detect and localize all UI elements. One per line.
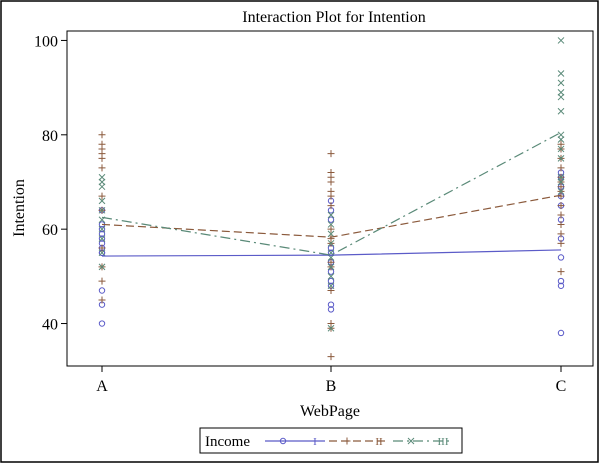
data-point-III: [557, 173, 565, 181]
data-point-III: [98, 197, 106, 205]
data-point-II: [98, 154, 106, 162]
y-tick-label: 80: [42, 128, 58, 145]
data-point-II: [98, 296, 106, 304]
data-point-I: [557, 329, 565, 337]
data-point-III: [327, 230, 335, 238]
x-tick-label: A: [96, 378, 108, 395]
mean-line-II: [101, 194, 562, 238]
data-point-III: [98, 235, 106, 242]
legend-title: Income: [205, 434, 250, 450]
mean-line-I: [101, 249, 562, 257]
data-point-II: [557, 211, 565, 219]
data-point-II: [327, 287, 335, 295]
plot-area: [66, 30, 594, 367]
legend-marker-III: [407, 437, 415, 445]
data-point-II: [557, 220, 565, 228]
legend: Income I II III: [199, 427, 463, 454]
data-point-III: [557, 145, 565, 153]
data-point-II: [557, 230, 565, 238]
data-point-II: [98, 244, 106, 252]
data-point-I: [557, 282, 565, 289]
data-point-III: [557, 155, 565, 162]
data-point-II: [327, 192, 335, 200]
data-point-III: [98, 178, 106, 186]
data-point-III: [98, 173, 106, 181]
data-point-III: [327, 221, 335, 228]
x-tick-label: C: [556, 378, 567, 395]
data-point-III: [557, 37, 565, 44]
mean-line-III: [101, 131, 562, 256]
data-point-III: [557, 88, 565, 96]
data-point-III: [557, 70, 565, 77]
data-point-III: [327, 211, 335, 219]
legend-label-II: II: [375, 436, 383, 448]
data-point-I: [98, 235, 106, 242]
data-point-III: [327, 324, 335, 332]
data-point-I: [98, 287, 106, 294]
data-point-III: [557, 178, 565, 186]
data-point-II: [327, 225, 335, 233]
data-point-III: [557, 79, 565, 87]
data-point-I: [98, 230, 106, 238]
data-point-II: [557, 239, 565, 247]
legend-marker-II: [343, 437, 351, 445]
y-tick-label: 100: [34, 33, 58, 50]
chart-title: Interaction Plot for Intention: [242, 9, 426, 26]
data-point-III: [557, 131, 565, 139]
data-point-II: [557, 164, 565, 172]
x-axis-label: WebPage: [300, 403, 360, 420]
data-point-II: [327, 202, 335, 210]
data-point-I: [557, 254, 565, 261]
mean-lines: [101, 131, 562, 257]
data-point-I: [327, 301, 335, 308]
data-point-II: [98, 192, 106, 200]
data-point-I: [98, 320, 106, 327]
data-point-III: [327, 263, 335, 271]
data-point-II: [98, 164, 106, 172]
data-point-III: [98, 249, 106, 257]
y-axis-label: Intention: [11, 179, 28, 237]
data-points: [98, 37, 565, 361]
data-point-III: [327, 282, 335, 290]
y-tick-label: 60: [42, 222, 58, 239]
data-point-II: [327, 178, 335, 186]
data-point-I: [327, 306, 335, 313]
data-point-II: [327, 353, 335, 361]
data-point-III: [557, 93, 565, 101]
x-tick-label: B: [326, 378, 337, 395]
legend-label-III: III: [438, 436, 449, 448]
data-point-II: [98, 277, 106, 285]
data-point-I: [327, 277, 335, 285]
data-point-III: [557, 188, 565, 195]
legend-label-I: I: [313, 436, 317, 448]
data-point-III: [98, 183, 106, 191]
data-point-I: [557, 277, 565, 285]
data-point-II: [557, 268, 565, 276]
data-point-III: [327, 272, 335, 280]
data-point-III: [557, 136, 565, 143]
data-point-III: [557, 107, 565, 115]
data-point-II: [557, 202, 565, 210]
x-axis: A B C: [96, 366, 566, 395]
data-point-III: [98, 263, 106, 271]
data-point-III: [98, 225, 106, 233]
data-point-III: [327, 239, 335, 247]
data-point-II: [98, 131, 106, 139]
data-point-I: [327, 216, 335, 223]
legend-marker-I: [279, 437, 287, 445]
data-point-II: [327, 150, 335, 158]
data-point-III: [98, 206, 106, 214]
y-axis: 40 60 80 100: [34, 33, 67, 334]
data-point-I: [98, 225, 106, 233]
y-tick-label: 40: [42, 317, 58, 334]
legend-entries: I II III: [265, 436, 453, 448]
